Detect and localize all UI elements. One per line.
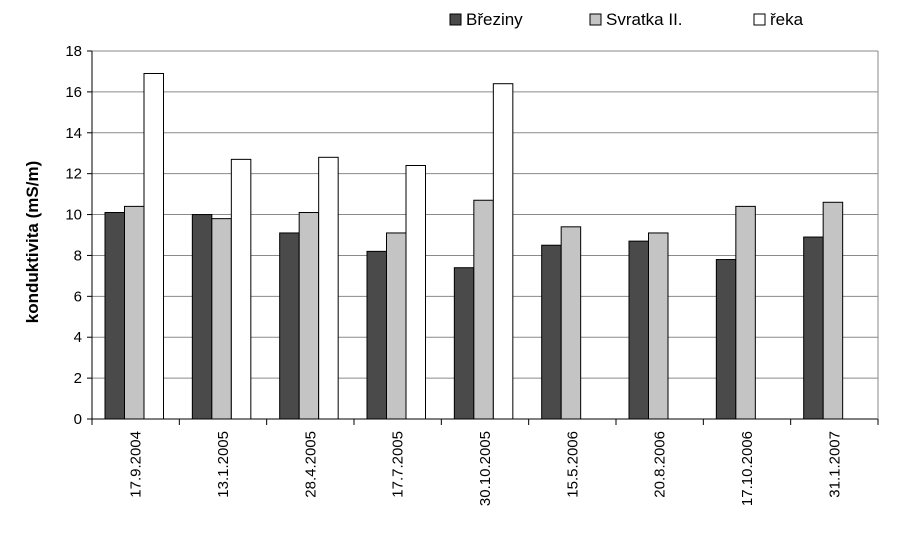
x-tick-label-6: 20.8.2006 bbox=[652, 431, 669, 498]
legend-label-2: řeka bbox=[770, 10, 804, 29]
y-tick-label-6: 12 bbox=[65, 166, 82, 183]
bar-0-4 bbox=[453, 267, 475, 420]
y-axis-label: konduktivita (mS/m) bbox=[23, 161, 42, 323]
bar-0-5 bbox=[541, 244, 562, 420]
bar-1-8 bbox=[822, 201, 844, 420]
y-tick-label-0: 0 bbox=[74, 411, 82, 428]
bar-2-4 bbox=[492, 83, 514, 420]
bar-0-0 bbox=[104, 212, 125, 420]
bar-2-3 bbox=[405, 164, 426, 420]
x-tick-label-4: 30.10.2005 bbox=[477, 431, 494, 506]
x-tick-label-8: 31.1.2007 bbox=[826, 431, 843, 498]
x-tick-label-2: 28.4.2005 bbox=[302, 431, 319, 498]
bars bbox=[104, 72, 844, 420]
y-tick-label-8: 16 bbox=[65, 84, 82, 101]
bar-0-8 bbox=[803, 236, 824, 420]
y-axis-ticks: 0 2 4 6 8 10 12 14 16 18 bbox=[65, 43, 92, 428]
bar-1-5 bbox=[560, 226, 582, 420]
bar-1-7 bbox=[735, 205, 756, 420]
legend-label-0: Březiny bbox=[466, 10, 523, 29]
x-tick-label-1: 13.1.2005 bbox=[215, 431, 232, 498]
legend-label-1: Svratka II. bbox=[606, 10, 683, 29]
y-tick-label-1: 2 bbox=[74, 370, 82, 387]
y-tick-label-7: 14 bbox=[65, 125, 82, 142]
bar-0-2 bbox=[279, 232, 300, 420]
y-tick-label-4: 8 bbox=[74, 247, 82, 264]
x-tick-label-5: 15.5.2006 bbox=[564, 431, 581, 498]
bar-2-1 bbox=[230, 158, 252, 420]
legend-swatch-1 bbox=[589, 13, 602, 26]
x-tick-label-3: 17.7.2005 bbox=[390, 431, 407, 498]
legend-swatch-2 bbox=[753, 13, 766, 26]
bar-0-6 bbox=[628, 240, 649, 420]
bar-2-0 bbox=[143, 72, 164, 420]
legend: Březiny Svratka II. řeka bbox=[449, 10, 804, 29]
x-tick-label-0: 17.9.2004 bbox=[128, 431, 145, 498]
bar-1-4 bbox=[473, 199, 494, 420]
bar-1-3 bbox=[386, 232, 407, 420]
bar-1-6 bbox=[648, 232, 669, 420]
legend-swatch-0 bbox=[449, 13, 462, 26]
bar-0-7 bbox=[715, 259, 737, 420]
y-tick-label-2: 4 bbox=[74, 329, 82, 346]
bar-1-0 bbox=[124, 205, 145, 420]
bar-2-2 bbox=[318, 156, 339, 420]
bar-1-2 bbox=[298, 212, 320, 420]
y-tick-label-3: 6 bbox=[74, 288, 82, 305]
x-axis-ticks: 17.9.2004 13.1.2005 28.4.2005 17.7.2005 30.1… bbox=[91, 419, 879, 506]
bar-0-1 bbox=[191, 214, 213, 420]
bar-1-1 bbox=[211, 218, 232, 420]
y-tick-label-9: 18 bbox=[65, 43, 82, 60]
x-tick-label-7: 17.10.2006 bbox=[739, 431, 756, 506]
bar-0-3 bbox=[366, 250, 387, 420]
y-tick-label-5: 10 bbox=[65, 207, 82, 224]
